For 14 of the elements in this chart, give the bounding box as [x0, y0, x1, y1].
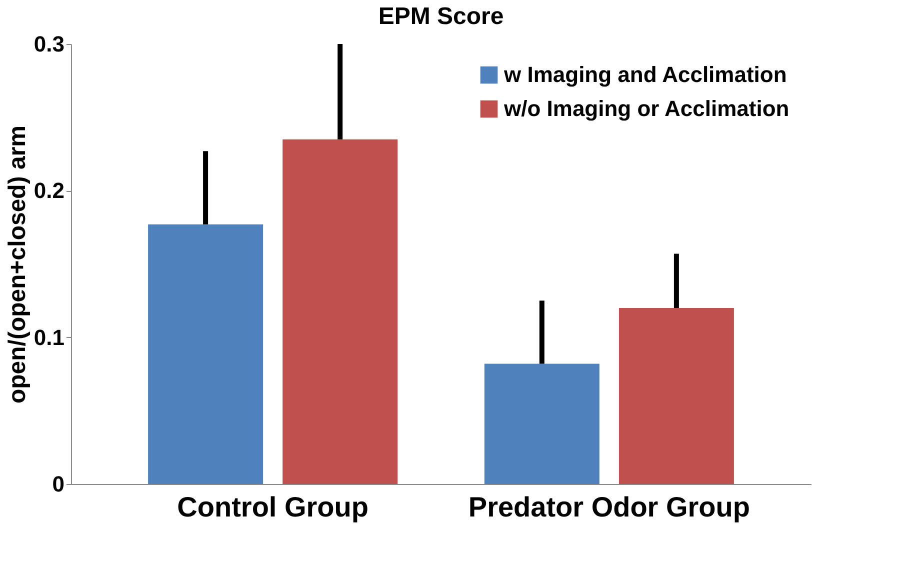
- bar: [618, 308, 734, 484]
- y-tick-label: 0.1: [34, 324, 64, 350]
- legend-label: w Imaging and Acclimation: [503, 62, 787, 87]
- y-tick-label: 0: [52, 472, 64, 496]
- x-tick-label: Predator Odor Group: [468, 492, 750, 522]
- y-tick-label: 0.3: [34, 32, 64, 56]
- legend-label: w/o Imaging or Acclimation: [503, 96, 790, 121]
- y-axis-title: open/(open+closed) arm: [4, 125, 31, 404]
- bar: [484, 364, 600, 484]
- chart-title: EPM Score: [378, 3, 504, 30]
- y-tick-label: 0.2: [34, 178, 64, 204]
- bar: [148, 224, 264, 484]
- bar: [282, 139, 398, 484]
- x-tick-label: Control Group: [177, 492, 368, 522]
